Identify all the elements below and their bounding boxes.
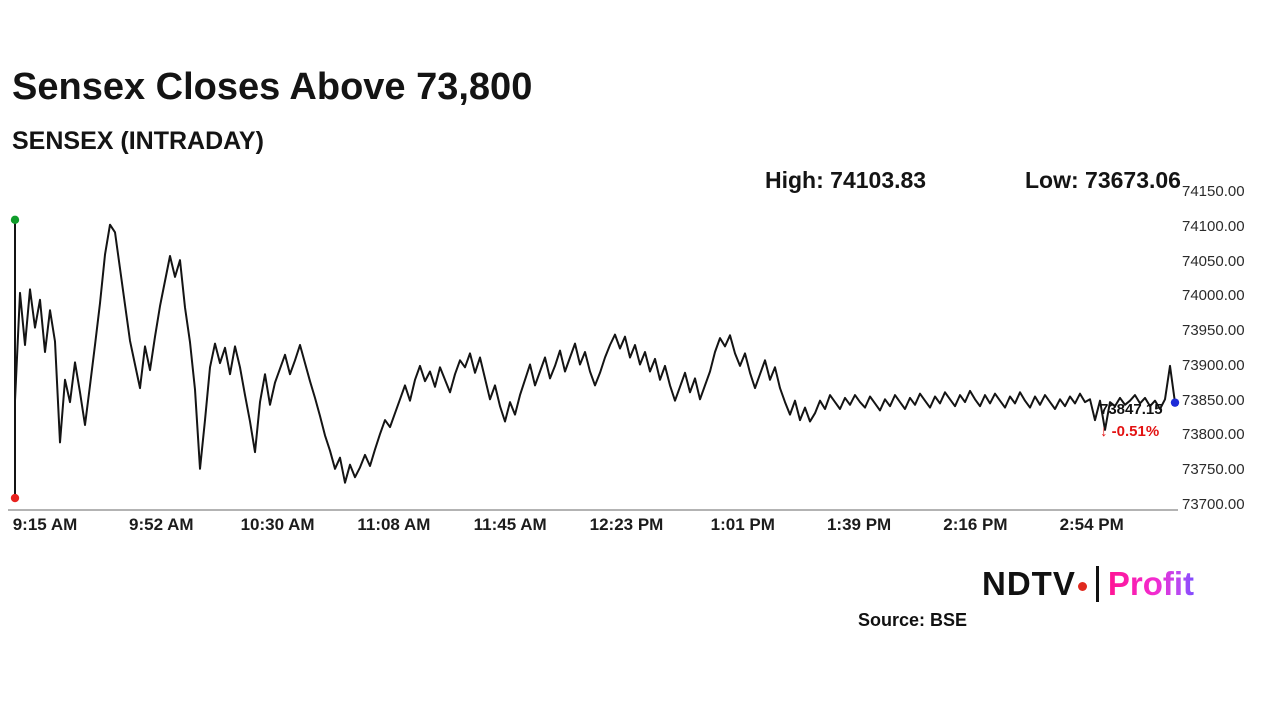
last-price-annotation: 73847.15 ↓ -0.51% [1100,401,1186,440]
source-label: Source: BSE [858,610,968,630]
ndtv-red-dot-icon [1077,581,1087,591]
page-title: Sensex Closes Above 73,800 [12,66,533,108]
x-axis-labels: 9:15 AM 9:52 AM 10:30 AM 11:08 AM 11:45 AM 12… [0,515,1280,541]
price-line [14,223,1176,484]
logo-divider [1095,566,1099,602]
x-tick-label: 11:08 AM [357,515,431,534]
last-price-label: 73847.15 [1100,401,1163,418]
profit-wordmark: Profit [1107,565,1195,602]
x-tick-label: 9:52 AM [129,515,194,534]
open-high-dot [10,215,20,225]
ndtv-profit-logo: NDTV Profit [982,562,1194,606]
last-price-dot [1170,398,1180,407]
intraday-line-chart [8,215,1180,511]
x-tick-label: 2:16 PM [943,515,1008,534]
x-tick-label: 1:01 PM [710,515,775,534]
x-tick-label: 12:23 PM [589,515,664,534]
x-tick-label: 1:39 PM [826,515,892,534]
chart-subtitle: SENSEX (INTRADAY) [12,127,264,155]
change-percent-label: ↓ -0.51% [1100,423,1160,440]
ndtv-wordmark: NDTV [982,565,1076,602]
x-tick-label: 9:15 AM [12,515,78,534]
x-tick-label: 11:45 AM [473,515,547,534]
x-tick-label: 10:30 AM [240,515,315,534]
low-value-label: Low: 73673.06 [1025,167,1181,193]
open-low-dot [10,493,20,503]
high-value-label: High: 74103.83 [765,167,927,193]
x-tick-label: 2:54 PM [1059,515,1124,534]
